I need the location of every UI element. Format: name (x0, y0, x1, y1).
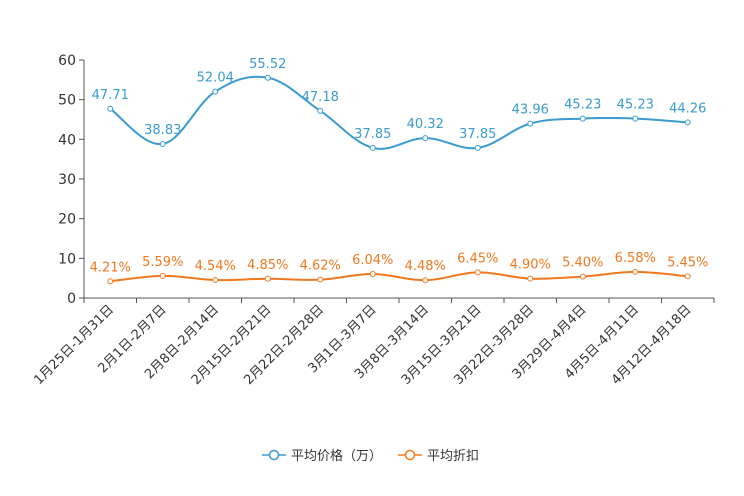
data-point (474, 144, 481, 151)
data-label: 4.21% (90, 260, 131, 275)
data-point (422, 277, 429, 284)
data-label: 5.59% (142, 255, 183, 270)
data-label: 4.48% (405, 259, 446, 274)
data-point (684, 119, 691, 126)
data-label: 4.85% (247, 258, 288, 273)
data-label: 37.85 (459, 127, 496, 142)
data-label: 6.58% (615, 251, 656, 266)
y-tick-label: 30 (58, 172, 76, 188)
data-label: 44.26 (669, 101, 706, 116)
data-point (422, 135, 429, 142)
legend-label: 平均价格（万） (291, 448, 382, 464)
data-labels: 47.71 38.83 52.04 55.52 47.18 37.85 40.32 37.85… (90, 57, 709, 276)
legend-label: 平均折扣 (427, 449, 479, 464)
y-tick-label: 20 (58, 212, 76, 228)
y-tick-label: 60 (58, 53, 76, 69)
y-tick-label: 0 (67, 291, 76, 307)
data-label: 52.04 (197, 71, 234, 86)
data-point (579, 273, 586, 280)
data-label: 38.83 (144, 123, 181, 138)
data-point (632, 115, 639, 122)
data-point (159, 140, 166, 147)
data-point (527, 275, 534, 282)
data-label: 47.71 (92, 88, 129, 103)
legend-item-0[interactable]: 平均价格（万） (262, 448, 382, 464)
y-tick-label: 10 (58, 251, 76, 267)
data-label: 4.90% (510, 258, 551, 273)
data-point (369, 271, 376, 278)
data-point (317, 107, 324, 114)
y-tick-label: 40 (58, 132, 76, 148)
data-point (159, 272, 166, 279)
data-point (107, 278, 114, 285)
legend-marker (404, 449, 416, 461)
data-label: 6.04% (352, 253, 393, 268)
data-label: 47.18 (302, 90, 339, 105)
data-point (317, 276, 324, 283)
data-point (212, 88, 219, 95)
series-line-0 (109, 75, 688, 150)
legend[interactable]: 平均价格（万） 平均折扣 (262, 448, 479, 464)
data-label: 6.45% (457, 251, 498, 266)
data-label: 55.52 (249, 57, 286, 72)
axes: 01020304050601月25日-1月31日2月1日-2月7日2月8日-2月… (31, 53, 715, 388)
legend-item-1[interactable]: 平均折扣 (398, 449, 479, 464)
data-point (369, 144, 376, 151)
data-label: 45.23 (564, 98, 601, 113)
data-label: 5.40% (562, 256, 603, 271)
legend-marker (268, 449, 280, 461)
data-label: 5.45% (667, 255, 708, 270)
series-layer (107, 74, 691, 285)
data-label: 4.54% (195, 259, 236, 274)
data-point (474, 269, 481, 276)
data-point (107, 105, 114, 112)
data-label: 43.96 (512, 103, 549, 118)
y-tick-label: 50 (58, 93, 76, 109)
data-point (632, 268, 639, 275)
data-point (264, 275, 271, 282)
data-label: 45.23 (617, 98, 654, 113)
data-point (684, 273, 691, 280)
data-label: 40.32 (407, 117, 444, 132)
data-label: 4.62% (300, 259, 341, 274)
series-line-1 (110, 270, 688, 283)
data-point (264, 74, 271, 81)
data-point (212, 276, 219, 283)
data-point (579, 115, 586, 122)
data-point (527, 120, 534, 127)
data-label: 37.85 (354, 127, 391, 142)
